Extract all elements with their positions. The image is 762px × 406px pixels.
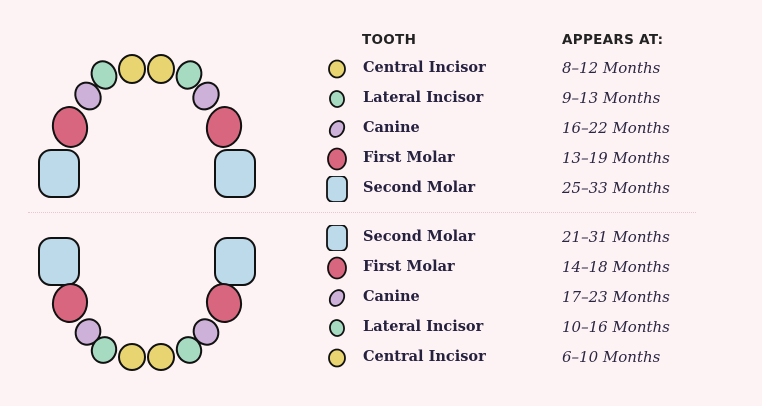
lateral-incisor-icon <box>329 319 345 337</box>
upper-first-molar-left <box>51 106 89 148</box>
tooth-row: First Molar 13–19 Months <box>320 146 740 172</box>
eruption-age: 17–23 Months <box>562 288 670 306</box>
tooth-name: Central Incisor <box>363 348 486 365</box>
tooth-row: Lateral Incisor 10–16 Months <box>320 315 740 341</box>
lateral-incisor-icon <box>329 90 345 108</box>
first-molar-icon <box>327 147 347 171</box>
upper-canine-left <box>74 81 102 111</box>
eruption-age: 6–10 Months <box>562 348 661 366</box>
first-molar-icon <box>327 256 347 280</box>
tooth-row: First Molar 14–18 Months <box>320 255 740 281</box>
jaw-divider <box>28 212 696 213</box>
column-header-tooth: TOOTH <box>362 32 417 48</box>
canine-icon <box>328 289 346 307</box>
lower-first-molar-right <box>205 283 243 323</box>
tooth-name: Lateral Incisor <box>363 318 484 335</box>
upper-central-incisor-right <box>147 54 175 84</box>
tooth-chart-diagram <box>38 54 256 371</box>
eruption-age: 13–19 Months <box>562 149 670 167</box>
tooth-name: Canine <box>363 288 420 305</box>
lower-lateral-incisor-left <box>90 336 118 364</box>
tooth-row: Lateral Incisor 9–13 Months <box>320 86 740 112</box>
tooth-row: Second Molar 21–31 Months <box>320 225 740 251</box>
tooth-name: First Molar <box>363 149 455 166</box>
tooth-name: Second Molar <box>363 228 476 245</box>
upper-second-molar-left <box>38 149 80 198</box>
eruption-age: 14–18 Months <box>562 258 670 276</box>
lower-central-incisor-right <box>147 343 175 371</box>
eruption-age: 21–31 Months <box>562 228 670 246</box>
eruption-age: 25–33 Months <box>562 179 670 197</box>
tooth-row: Canine 17–23 Months <box>320 285 740 311</box>
tooth-row: Canine 16–22 Months <box>320 116 740 142</box>
lower-first-molar-left <box>51 283 89 323</box>
eruption-age: 16–22 Months <box>562 119 670 137</box>
central-incisor-icon <box>328 59 346 79</box>
central-incisor-icon <box>328 348 346 368</box>
lower-second-molar-right <box>214 237 256 286</box>
second-molar-icon <box>326 225 348 251</box>
upper-first-molar-right <box>205 106 243 148</box>
eruption-age: 10–16 Months <box>562 318 670 336</box>
lower-second-molar-left <box>38 237 80 286</box>
tooth-name: First Molar <box>363 258 455 275</box>
upper-lateral-incisor-left <box>90 60 118 90</box>
tooth-row: Central Incisor 8–12 Months <box>320 56 740 82</box>
column-header-appears-at: APPEARS AT: <box>562 32 664 48</box>
upper-second-molar-right <box>214 149 256 198</box>
tooth-name: Central Incisor <box>363 59 486 76</box>
tooth-row: Central Incisor 6–10 Months <box>320 345 740 371</box>
lower-central-incisor-left <box>118 343 146 371</box>
tooth-name: Lateral Incisor <box>363 89 484 106</box>
tooth-name: Canine <box>363 119 420 136</box>
tooth-name: Second Molar <box>363 179 476 196</box>
upper-canine-right <box>192 81 220 111</box>
upper-lateral-incisor-right <box>175 60 203 90</box>
second-molar-icon <box>326 176 348 202</box>
upper-central-incisor-left <box>118 54 146 84</box>
lower-lateral-incisor-right <box>175 336 203 364</box>
tooth-row: Second Molar 25–33 Months <box>320 176 740 202</box>
eruption-age: 9–13 Months <box>562 89 661 107</box>
canine-icon <box>328 120 346 138</box>
eruption-age: 8–12 Months <box>562 59 661 77</box>
